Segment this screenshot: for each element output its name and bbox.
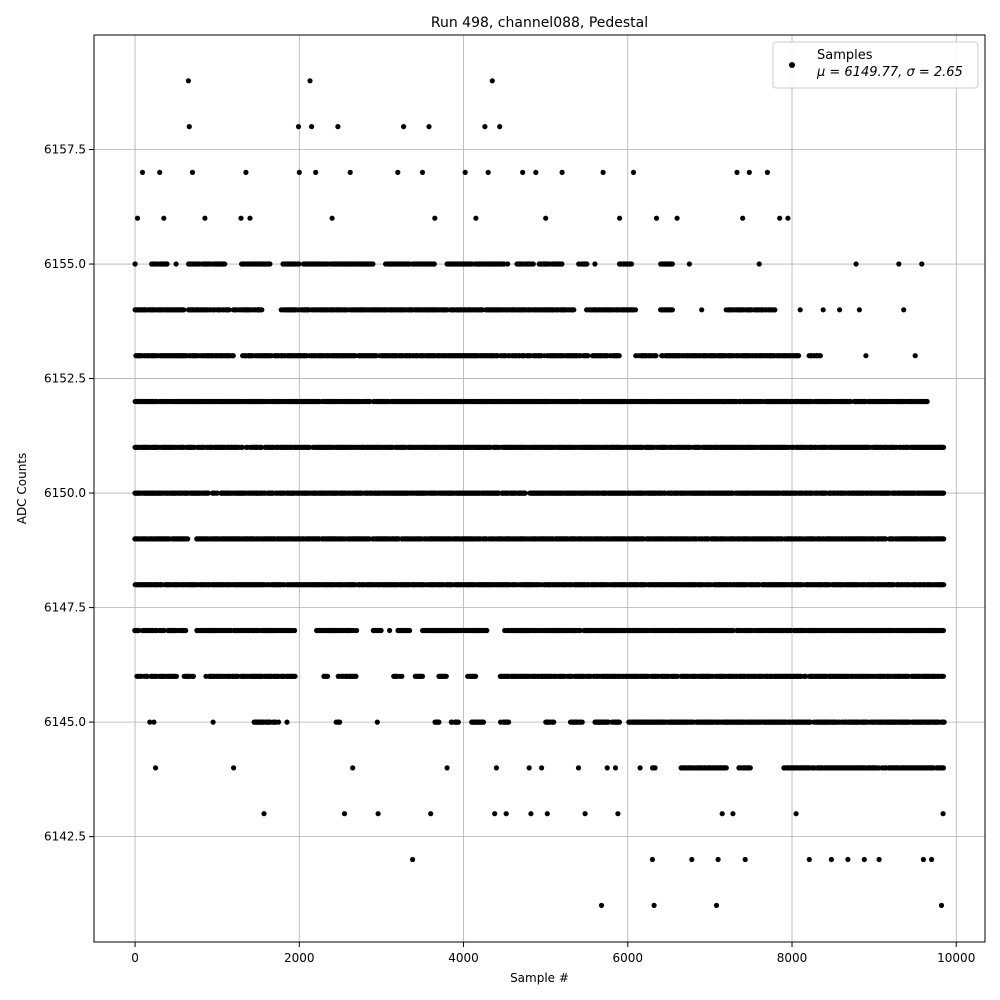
data-point <box>941 490 947 496</box>
data-point <box>803 673 809 679</box>
data-point <box>674 673 681 679</box>
data-point <box>577 627 584 634</box>
data-point <box>292 673 298 679</box>
data-point <box>443 673 449 679</box>
data-point <box>292 627 298 634</box>
data-point <box>484 627 490 634</box>
data-point <box>378 627 384 634</box>
points-layer <box>132 78 947 909</box>
data-point <box>190 673 196 679</box>
data-point <box>941 536 947 542</box>
data-point <box>173 673 180 679</box>
data-point <box>730 627 736 634</box>
data-point <box>522 490 528 496</box>
data-point <box>353 673 359 679</box>
data-point <box>144 673 150 679</box>
data-point <box>136 627 142 634</box>
data-point <box>940 627 947 634</box>
data-point <box>399 673 405 679</box>
data-point <box>185 536 191 542</box>
data-point <box>354 627 360 634</box>
data-point <box>941 582 947 588</box>
data-point <box>183 627 189 634</box>
data-point <box>407 627 413 634</box>
data-point <box>473 673 479 679</box>
data-point <box>325 673 331 679</box>
data-point <box>419 673 426 679</box>
data-point <box>161 627 167 634</box>
data-point <box>940 673 947 679</box>
